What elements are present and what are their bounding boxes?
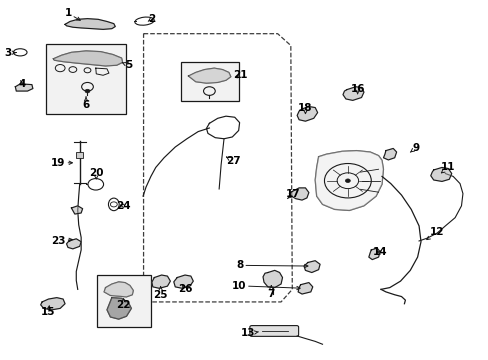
Text: 15: 15: [41, 306, 56, 317]
Polygon shape: [104, 282, 133, 297]
Text: 1: 1: [64, 8, 80, 20]
Text: 2: 2: [148, 14, 155, 24]
Circle shape: [85, 89, 90, 93]
Text: 9: 9: [409, 143, 419, 153]
Polygon shape: [430, 167, 451, 181]
Text: 24: 24: [116, 201, 131, 211]
Bar: [97, 275, 151, 327]
Polygon shape: [289, 188, 308, 200]
Polygon shape: [152, 275, 170, 288]
Text: 4: 4: [19, 79, 26, 89]
Text: 3: 3: [4, 48, 15, 58]
Text: 27: 27: [226, 156, 241, 166]
Circle shape: [345, 179, 349, 183]
Text: 12: 12: [426, 227, 444, 240]
Text: 17: 17: [285, 189, 300, 199]
Polygon shape: [383, 148, 396, 160]
Polygon shape: [71, 206, 82, 214]
Text: 11: 11: [440, 162, 455, 173]
Polygon shape: [188, 68, 230, 83]
Polygon shape: [41, 298, 65, 310]
Polygon shape: [263, 270, 282, 288]
Text: 16: 16: [350, 84, 364, 94]
Text: 10: 10: [231, 281, 300, 291]
Polygon shape: [297, 107, 317, 121]
Bar: [181, 62, 238, 101]
Text: 5: 5: [122, 60, 132, 70]
Polygon shape: [304, 261, 320, 273]
Bar: [45, 44, 126, 114]
Text: 19: 19: [51, 158, 72, 168]
Polygon shape: [107, 298, 131, 319]
Polygon shape: [66, 239, 81, 249]
Polygon shape: [368, 248, 379, 260]
Text: 20: 20: [89, 168, 103, 179]
Polygon shape: [315, 150, 383, 211]
Polygon shape: [15, 84, 33, 91]
Text: 22: 22: [116, 299, 131, 310]
Polygon shape: [53, 51, 122, 66]
Text: 21: 21: [233, 70, 247, 80]
Bar: [76, 152, 83, 158]
Polygon shape: [65, 19, 115, 30]
Polygon shape: [173, 275, 193, 288]
Text: 14: 14: [372, 247, 386, 257]
Text: 7: 7: [267, 286, 274, 299]
Text: 6: 6: [82, 97, 89, 110]
Polygon shape: [298, 283, 312, 294]
FancyBboxPatch shape: [249, 325, 298, 336]
Text: 18: 18: [298, 103, 312, 114]
Text: 25: 25: [153, 287, 167, 300]
Polygon shape: [342, 87, 363, 100]
Text: 26: 26: [178, 284, 192, 294]
Text: 13: 13: [241, 328, 258, 338]
Text: 8: 8: [236, 260, 307, 270]
Text: 23: 23: [51, 236, 72, 246]
